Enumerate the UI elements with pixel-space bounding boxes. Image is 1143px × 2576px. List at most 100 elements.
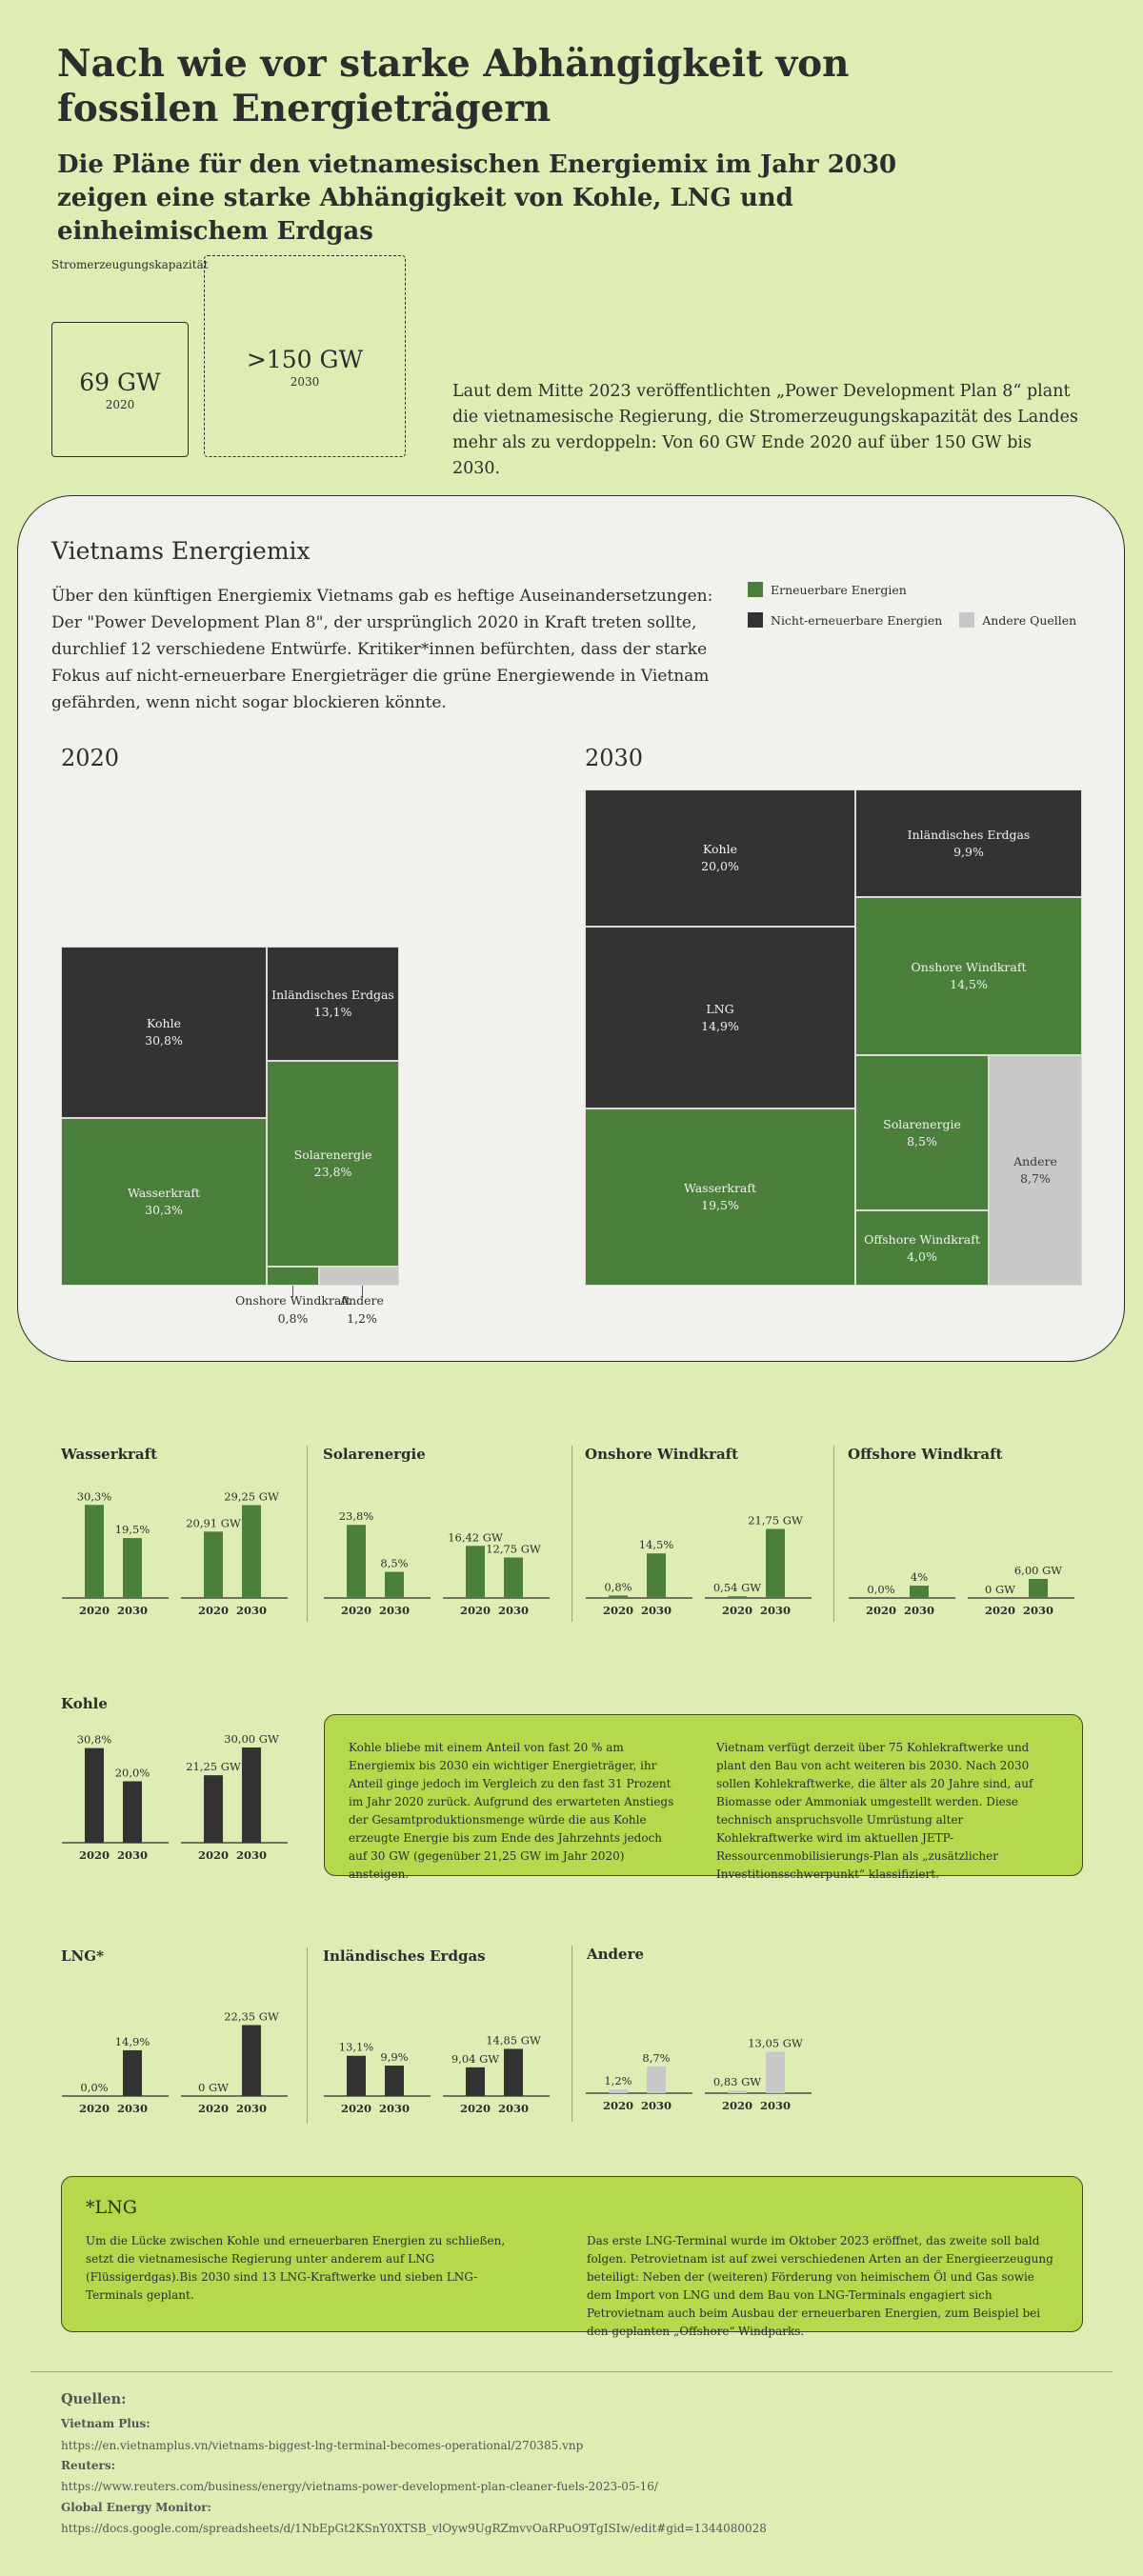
bar-2030-gw <box>242 1505 261 1598</box>
bar-2020-pct <box>609 1595 628 1598</box>
bar-category-label: 2030 <box>498 2102 529 2115</box>
bar-value-label: 30,00 GW <box>224 1732 279 1746</box>
tile-value: 9,9% <box>953 844 984 859</box>
bar-category-label: 2030 <box>641 1604 672 1617</box>
bar-category-label: 2020 <box>79 1848 110 1862</box>
bar-category-label: 2020 <box>460 2102 491 2115</box>
section-divider <box>307 1446 308 1622</box>
source-name-gem: Global Energy Monitor: <box>61 2501 211 2514</box>
bar-2020-pct <box>609 2089 628 2093</box>
treemap-2020-label-onshore: Onshore Windkraft 0,8% <box>224 1291 362 1328</box>
bar-chart-wasserkraft: 30,3% 2020 19,5% 2030 20,91 GW 2020 29,25 GW 20… <box>62 1489 288 1617</box>
lng-note-box <box>61 2176 1083 2332</box>
energy-mix-text: Über den künftigen Energiemix Vietnams g… <box>51 587 713 712</box>
tile-name: Andere <box>1013 1154 1057 1168</box>
bar-2020-gw <box>728 1596 747 1598</box>
capacity-label: Stromerzeugungskapazität <box>51 258 209 271</box>
bar-value-label: 20,0% <box>115 1766 150 1779</box>
bar-category-label: 2020 <box>198 2102 229 2115</box>
treemap-2030-title: 2030 <box>585 745 644 771</box>
bar-title-wasserkraft: Wasserkraft <box>61 1446 157 1463</box>
tile-value: 8,7% <box>1020 1171 1051 1186</box>
bar-2030-gw <box>504 1557 523 1598</box>
source-link-gem[interactable]: https://docs.google.com/spreadsheets/d/1… <box>61 2522 767 2535</box>
bar-category-label: 2030 <box>760 1604 791 1617</box>
bar-category-label: 2030 <box>236 1604 267 1617</box>
bar-value-label: 4% <box>911 1570 928 1584</box>
bar-value-label: 14,9% <box>115 2035 150 2048</box>
bar-value-label: 30,8% <box>77 1733 112 1747</box>
capacity-box-2030: >150 GW 2030 <box>204 255 406 457</box>
bar-value-label: 14,85 GW <box>486 2034 541 2047</box>
bar-category-label: 2020 <box>722 2099 752 2112</box>
bar-value-label: 19,5% <box>115 1523 150 1536</box>
treemap-2020-tile-solar: Solarenergie 23,8% <box>267 1061 399 1267</box>
legend-swatch-other <box>959 612 975 628</box>
bar-category-label: 2020 <box>79 1604 110 1617</box>
bar-value-label: 20,91 GW <box>186 1516 241 1529</box>
page-subtitle: Die Pläne für den vietnamesischen Energi… <box>57 150 897 246</box>
legend: Erneuerbare Energien Nicht-erneuerbare E… <box>748 582 1091 643</box>
bar-value-label: 8,5% <box>380 1557 408 1570</box>
bar-2020-pct <box>85 1747 104 1843</box>
bar-value-label: 13,1% <box>339 2041 374 2054</box>
bar-2020-gw <box>466 1546 485 1598</box>
source-name-reuters: Reuters: <box>61 2459 116 2472</box>
bar-value-label: 0 GW <box>985 1583 1015 1596</box>
bar-chart-kohle: 30,8% 2020 20,0% 2030 21,25 GW 2020 30,00 GW 20… <box>62 1732 288 1862</box>
bar-category-label: 2020 <box>603 2099 633 2112</box>
bar-title-lng: LNG* <box>61 1947 104 1965</box>
bar-title-solar: Solarenergie <box>323 1446 426 1463</box>
treemap-2030-tile-offshore: Offshore Windkraft 4,0% <box>855 1210 989 1286</box>
legend-label-renewable: Erneuerbare Energien <box>771 582 907 597</box>
bar-2030-pct <box>123 2049 142 2096</box>
bar-value-label: 6,00 GW <box>1014 1564 1062 1577</box>
bar-2020-pct <box>347 1525 366 1598</box>
bar-chart-solar: 23,8% 2020 8,5% 2030 16,42 GW 2020 12,75 GW 203… <box>324 1509 550 1617</box>
bar-2030-pct <box>385 1571 404 1598</box>
bar-value-label: 13,05 GW <box>748 2037 803 2050</box>
bar-2030-pct <box>123 1781 142 1843</box>
bar-category-label: 2030 <box>236 1848 267 1862</box>
lng-note-right: Das erste LNG-Terminal wurde im Oktober … <box>587 2234 1053 2338</box>
source-link-reuters[interactable]: https://www.reuters.com/business/energy/… <box>61 2480 658 2493</box>
tile-value: 30,3% <box>145 1203 183 1217</box>
coal-note-box <box>324 1714 1083 1876</box>
coal-note-left: Kohle bliebe mit einem Anteil von fast 2… <box>349 1741 674 1881</box>
treemap-2020-tile-andere <box>319 1267 399 1286</box>
tile-name: Inländisches Erdgas <box>271 988 394 1002</box>
treemap-2030-tile-lng: LNG 14,9% <box>585 927 855 1108</box>
tile-name: Andere <box>340 1293 384 1308</box>
tile-name: Onshore Windkraft <box>911 960 1027 974</box>
tile-value: 0,8% <box>277 1311 309 1326</box>
source-link-vietnamplus[interactable]: https://en.vietnamplus.vn/vietnams-bigge… <box>61 2439 584 2452</box>
tile-value: 20,0% <box>701 859 739 873</box>
bar-value-label: 12,75 GW <box>486 1543 541 1556</box>
tile-name: Inländisches Erdgas <box>907 827 1031 842</box>
tile-name: Wasserkraft <box>683 1181 757 1195</box>
bar-value-label: 29,25 GW <box>224 1490 279 1504</box>
bar-category-label: 2030 <box>904 1604 934 1617</box>
legend-swatch-renewable <box>748 582 763 597</box>
tile-name: Onshore Windkraft <box>235 1293 351 1308</box>
bar-value-label: 0,0% <box>80 2081 108 2094</box>
tile-name: Solarenergie <box>883 1116 961 1131</box>
tile-name: Offshore Windkraft <box>864 1231 980 1247</box>
bar-category-label: 2030 <box>498 1604 529 1617</box>
tile-value: 14,5% <box>950 977 988 991</box>
bar-title-kohle: Kohle <box>61 1695 108 1712</box>
legend-label-other: Andere Quellen <box>982 612 1077 628</box>
bar-category-label: 2030 <box>379 2102 410 2115</box>
bar-category-label: 2020 <box>341 2102 371 2115</box>
bar-value-label: 0 GW <box>198 2081 229 2094</box>
bar-category-label: 2020 <box>79 2102 110 2115</box>
bar-category-label: 2020 <box>866 1604 896 1617</box>
bar-chart-onshore: 0,8% 2020 14,5% 2030 0,54 GW 2020 21,75 GW 2030 <box>586 1514 812 1617</box>
bar-chart-lng: 0,0% 2020 14,9% 2030 0 GW 2020 22,35 GW 2030 <box>62 2010 288 2115</box>
bar-value-label: 0,0% <box>867 1583 894 1596</box>
bar-value-label: 16,42 GW <box>448 1530 503 1544</box>
treemap-2030-tile-onshore: Onshore Windkraft 14,5% <box>855 897 1082 1055</box>
bar-category-label: 2020 <box>985 1604 1015 1617</box>
bar-value-label: 0,8% <box>604 1580 632 1593</box>
bar-value-label: 1,2% <box>604 2074 632 2087</box>
